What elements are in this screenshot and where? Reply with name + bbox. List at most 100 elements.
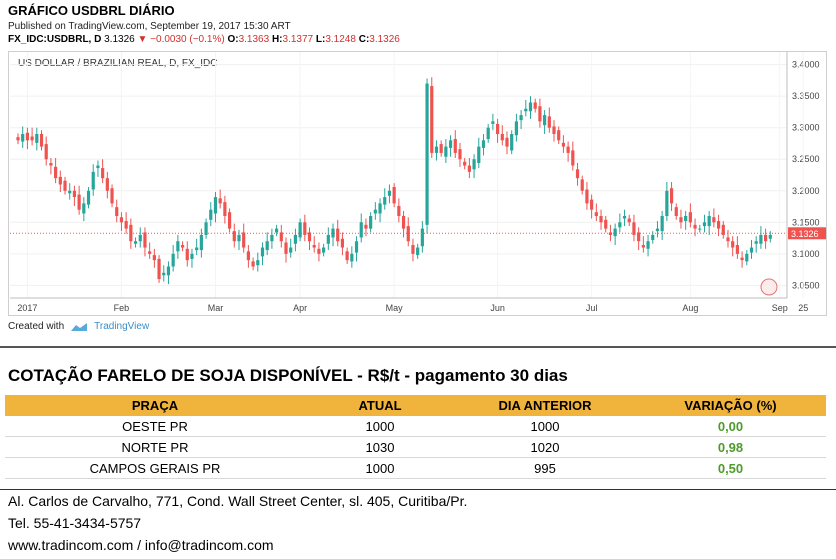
candle-body: [213, 197, 218, 214]
candle-body: [467, 165, 471, 172]
candle-body: [519, 115, 523, 121]
close-value: 3.1326: [369, 34, 400, 45]
candle-body: [54, 166, 58, 179]
x-tick-label: Jul: [586, 303, 598, 313]
candle-body: [185, 248, 189, 261]
candle-body: [35, 134, 39, 143]
candle-body: [618, 222, 622, 228]
candle-body: [21, 134, 25, 142]
candle-body: [731, 241, 735, 248]
y-tick-label: 3.1500: [792, 217, 820, 227]
candle-body: [693, 224, 697, 229]
candle-body: [138, 234, 142, 242]
x-tick-label: 2017: [17, 303, 37, 313]
candle-body: [604, 219, 608, 229]
candle-body: [707, 216, 711, 227]
y-tick-label: 3.4000: [792, 60, 820, 70]
candle-body: [716, 221, 721, 229]
candle-body: [397, 205, 401, 216]
footer-web[interactable]: www.tradincom.com / info@tradincom.com: [8, 537, 274, 553]
candle-body: [289, 247, 293, 253]
candle-body: [39, 134, 44, 147]
candle-body: [63, 180, 67, 191]
candlestick-chart[interactable]: 3.4000 3.3500 3.3000 3.2500 3.2000 3.1500 3.10…: [0, 0, 836, 342]
flag-icon[interactable]: [760, 278, 778, 296]
candle-body: [477, 146, 481, 164]
chart-title: GRÁFICO USDBRL DIÁRIO: [8, 3, 175, 18]
high-value: 3.1377: [282, 34, 314, 45]
candle-body: [232, 231, 236, 242]
cell-praca: CAMPOS GERAIS PR: [5, 457, 305, 479]
candle-body: [486, 127, 490, 140]
cell-anterior: 1020: [455, 436, 635, 458]
candle-body: [110, 188, 114, 204]
candle-body: [298, 222, 302, 238]
candle-body: [336, 228, 340, 242]
candle-body: [251, 261, 255, 267]
x-tick-label: Feb: [114, 303, 130, 313]
low-value: 3.1248: [325, 34, 356, 45]
candle-body: [166, 266, 171, 276]
last-price-label: 3.1326: [791, 229, 819, 239]
candle-body: [157, 258, 161, 280]
candle-body: [637, 232, 641, 242]
candle-body: [119, 217, 124, 223]
candle-body: [651, 234, 655, 240]
footer-divider: [0, 489, 836, 490]
candle-body: [552, 126, 556, 134]
candle-body: [594, 212, 598, 216]
plot-frame: [8, 51, 827, 316]
candle-body: [543, 115, 547, 126]
candle-body: [472, 159, 476, 170]
candle-body: [740, 257, 744, 261]
candle-body: [49, 163, 53, 166]
candle-body: [585, 189, 589, 204]
candle-body: [463, 161, 467, 166]
candle-body: [326, 234, 330, 244]
candle-body: [566, 146, 570, 153]
candle-body: [265, 241, 269, 251]
candle-body: [373, 209, 377, 214]
candle-body: [124, 221, 128, 229]
table-row: NORTE PR 1030 1020 0,98: [5, 436, 826, 458]
candle-body: [105, 178, 109, 191]
candle-body: [528, 102, 533, 112]
candle-body: [679, 217, 683, 223]
candle-body: [387, 190, 392, 196]
candle-body: [86, 190, 91, 205]
header-atual: ATUAL: [305, 395, 455, 416]
candle-body: [632, 222, 636, 235]
candle-body: [571, 150, 575, 166]
candle-body: [444, 146, 448, 157]
candle-body: [411, 245, 415, 254]
candle-body: [378, 203, 382, 214]
candle-body: [712, 217, 716, 223]
y-tick-label: 3.3500: [792, 91, 820, 101]
candle-body: [307, 232, 312, 242]
tradingview-brand[interactable]: TradingView: [94, 321, 150, 332]
price-table: PRAÇA ATUAL DIA ANTERIOR VARIAÇÃO (%) OE…: [5, 395, 826, 479]
cell-atual: 1030: [305, 436, 455, 458]
candle-body: [256, 260, 260, 266]
high-label: H:: [271, 34, 283, 45]
candle-body: [599, 216, 603, 223]
candle-body: [242, 232, 246, 248]
candle-body: [72, 190, 77, 198]
candle-body: [115, 207, 119, 216]
footer-address: Al. Carlos de Carvalho, 771, Cond. Wall …: [8, 493, 468, 509]
candle-body: [195, 247, 199, 251]
change-value: ▼ −0.0030 (−0.1%): [137, 34, 225, 45]
candle-body: [646, 241, 650, 249]
symbol-label: US DOLLAR / BRAZILIAN REAL, D, FX_IDC: [18, 58, 218, 69]
y-tick-label: 3.3000: [792, 123, 820, 133]
y-tick-label: 3.1000: [792, 249, 820, 259]
candle-body: [406, 226, 410, 242]
candle-body: [547, 116, 551, 128]
candle-body: [317, 248, 321, 254]
candle-body: [500, 134, 504, 141]
candle-body: [331, 228, 335, 238]
candle-body: [322, 247, 326, 253]
candle-body: [223, 202, 227, 216]
section-divider: [0, 346, 836, 348]
candle-body: [514, 121, 518, 136]
